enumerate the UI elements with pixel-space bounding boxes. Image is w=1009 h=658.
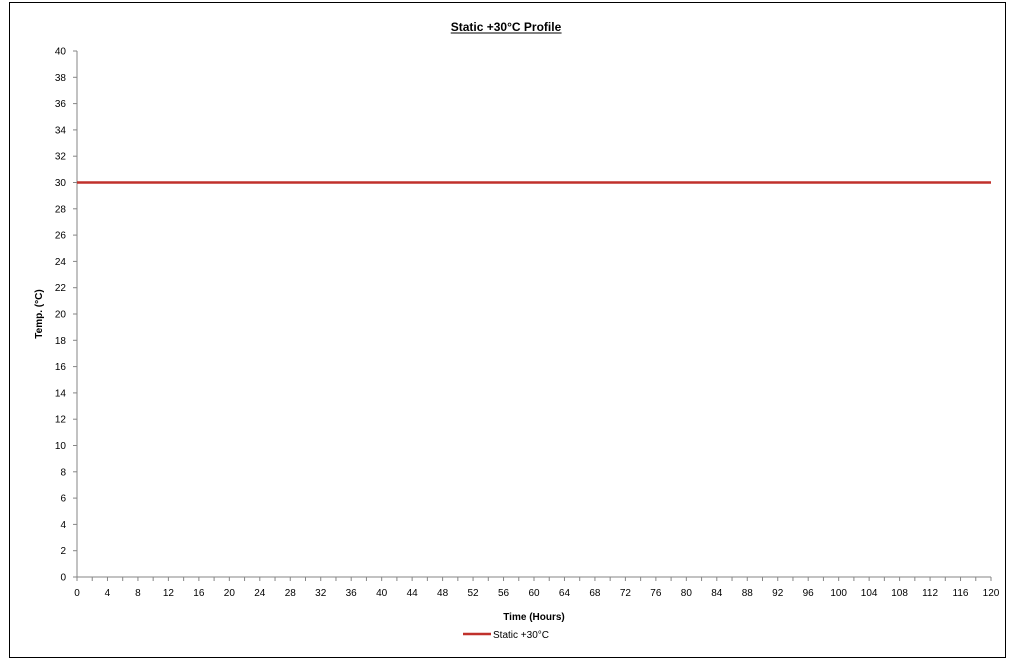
chart-title: Static +30°C Profile xyxy=(451,20,562,34)
x-tick-label: 40 xyxy=(376,588,388,599)
x-axis: 0 4 8 12 16 20 24 28 32 36 40 44 48 52 56 60 64 68 72 76 80 8… xyxy=(74,576,1000,599)
x-tick-label: 28 xyxy=(285,588,297,599)
y-tick-label: 32 xyxy=(55,152,67,163)
x-tick-label: 60 xyxy=(528,588,540,599)
legend: Static +30°C xyxy=(463,630,549,641)
chart-frame xyxy=(9,2,1006,658)
y-tick-label: 14 xyxy=(55,388,67,399)
y-tick-label: 40 xyxy=(55,47,67,58)
y-tick-label: 30 xyxy=(55,178,67,189)
y-tick-label: 10 xyxy=(55,441,67,452)
x-tick-label: 64 xyxy=(559,588,571,599)
y-tick-label: 4 xyxy=(60,520,66,531)
y-tick-label: 18 xyxy=(55,336,67,347)
x-tick-label: 52 xyxy=(468,588,480,599)
x-axis-title: Time (Hours) xyxy=(503,612,565,623)
x-tick-label: 56 xyxy=(498,588,510,599)
y-tick-label: 2 xyxy=(60,546,66,557)
x-tick-label: 104 xyxy=(861,588,878,599)
y-tick-label: 38 xyxy=(55,73,67,84)
x-tick-label: 16 xyxy=(193,588,205,599)
x-tick-label: 120 xyxy=(983,588,1000,599)
y-tick-label: 22 xyxy=(55,283,67,294)
y-tick-label: 28 xyxy=(55,204,67,215)
x-tick-label: 36 xyxy=(346,588,358,599)
x-tick-label: 76 xyxy=(650,588,662,599)
x-tick-label: 68 xyxy=(589,588,601,599)
y-tick-label: 26 xyxy=(55,231,67,242)
y-tick-label: 0 xyxy=(60,573,66,584)
x-tick-label: 80 xyxy=(681,588,693,599)
y-tick-label: 6 xyxy=(60,494,66,505)
x-tick-label: 4 xyxy=(105,588,111,599)
x-tick-label: 0 xyxy=(74,588,80,599)
x-tick-label: 92 xyxy=(772,588,784,599)
x-tick-label: 8 xyxy=(135,588,141,599)
x-tick-label: 84 xyxy=(711,588,723,599)
x-tick-label: 72 xyxy=(620,588,632,599)
legend-label: Static +30°C xyxy=(493,630,549,641)
x-tick-label: 88 xyxy=(742,588,754,599)
y-tick-label: 36 xyxy=(55,99,67,110)
y-axis-title: Temp. (°C) xyxy=(34,289,45,338)
x-tick-label: 108 xyxy=(891,588,908,599)
x-tick-label: 100 xyxy=(830,588,847,599)
x-tick-label: 48 xyxy=(437,588,449,599)
x-tick-label: 116 xyxy=(953,588,969,599)
y-tick-label: 8 xyxy=(60,467,66,478)
x-tick-label: 44 xyxy=(407,588,419,599)
y-tick-label: 24 xyxy=(55,257,67,268)
y-tick-label: 20 xyxy=(55,310,67,321)
y-tick-label: 34 xyxy=(55,125,67,136)
y-tick-label: 16 xyxy=(55,362,67,373)
x-tick-label: 112 xyxy=(922,588,938,599)
x-tick-label: 96 xyxy=(803,588,815,599)
x-tick-label: 32 xyxy=(315,588,327,599)
x-tick-label: 12 xyxy=(163,588,175,599)
y-tick-label: 12 xyxy=(55,415,67,426)
x-tick-label: 20 xyxy=(224,588,236,599)
x-tick-label: 24 xyxy=(254,588,266,599)
